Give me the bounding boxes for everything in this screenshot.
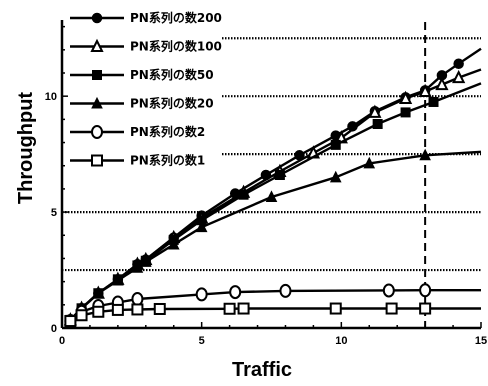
legend-marker xyxy=(91,125,103,139)
series-group xyxy=(63,47,482,329)
legend-marker xyxy=(90,38,104,52)
data-point xyxy=(382,283,395,298)
legend: PN系列の数200 PN系列の数100 PN系列の数50 PN系列の数20 PN系列の数… xyxy=(70,10,222,168)
legend-label: PN系列の数20 xyxy=(130,96,214,111)
data-point xyxy=(329,170,342,183)
data-point xyxy=(363,156,376,169)
data-point xyxy=(111,303,124,316)
y-tick-label: 5 xyxy=(51,207,57,219)
data-point xyxy=(400,107,411,118)
axes xyxy=(60,20,482,330)
y-tick-label: 0 xyxy=(51,323,57,335)
x-tick-label: 5 xyxy=(199,335,205,347)
legend-item: PN系列の数50 xyxy=(70,67,214,82)
legend-label: PN系列の数1 xyxy=(130,153,205,168)
data-point xyxy=(435,76,449,91)
data-point xyxy=(75,309,88,322)
data-point xyxy=(419,148,431,161)
data-point xyxy=(195,287,208,302)
data-point xyxy=(279,283,292,298)
legend-label: PN系列の数200 xyxy=(130,10,222,25)
x-tick-label: 0 xyxy=(59,335,65,347)
data-point xyxy=(131,261,144,273)
data-point xyxy=(195,220,208,233)
data-point xyxy=(330,139,341,150)
data-point xyxy=(419,302,432,315)
series-5 xyxy=(64,283,481,329)
x-axis-label: Traffic xyxy=(232,359,292,381)
data-point xyxy=(398,90,413,104)
data-point xyxy=(92,305,105,318)
legend-item: PN系列の数2 xyxy=(70,124,205,139)
data-point xyxy=(223,302,236,315)
series-line xyxy=(69,47,482,321)
x-tick-label: 15 xyxy=(475,335,487,347)
data-point xyxy=(385,302,398,315)
grid-lines xyxy=(62,37,481,272)
legend-marker xyxy=(91,12,103,24)
data-point xyxy=(237,302,250,315)
legend-item: PN系列の数200 xyxy=(70,10,222,25)
data-point xyxy=(131,292,144,307)
tick-labels: 0 5 10 15 0 5 10 xyxy=(45,91,487,347)
legend-item: PN系列の数1 xyxy=(70,153,205,168)
legend-marker xyxy=(92,70,102,80)
data-point xyxy=(229,285,242,300)
data-point xyxy=(238,189,249,200)
x-tick-label: 10 xyxy=(335,335,347,347)
data-point xyxy=(452,69,466,84)
data-point xyxy=(368,104,382,118)
data-point xyxy=(131,303,144,316)
legend-label: PN系列の数100 xyxy=(130,39,222,54)
legend-label: PN系列の数50 xyxy=(130,67,214,82)
data-point xyxy=(274,170,285,180)
data-point xyxy=(92,286,105,299)
data-point xyxy=(64,315,77,328)
legend-item: PN系列の数20 xyxy=(70,96,214,111)
legend-marker xyxy=(91,96,103,109)
data-point xyxy=(112,273,124,286)
data-point xyxy=(419,283,432,298)
data-point xyxy=(418,83,432,98)
series-1 xyxy=(65,47,482,326)
y-axis-label: Throughput xyxy=(15,92,37,205)
series-6 xyxy=(64,302,481,328)
data-point xyxy=(372,119,383,129)
data-point xyxy=(453,58,464,69)
y-tick-label: 10 xyxy=(45,91,57,103)
legend-marker xyxy=(91,154,103,167)
series-4 xyxy=(64,148,482,325)
data-point xyxy=(139,255,152,267)
data-point xyxy=(265,190,278,203)
legend-label: PN系列の数2 xyxy=(130,124,205,139)
series-3 xyxy=(65,82,482,325)
data-point xyxy=(153,302,166,315)
data-point xyxy=(428,96,439,107)
data-point xyxy=(329,302,342,315)
legend-item: PN系列の数100 xyxy=(70,39,222,54)
data-point xyxy=(167,237,180,250)
